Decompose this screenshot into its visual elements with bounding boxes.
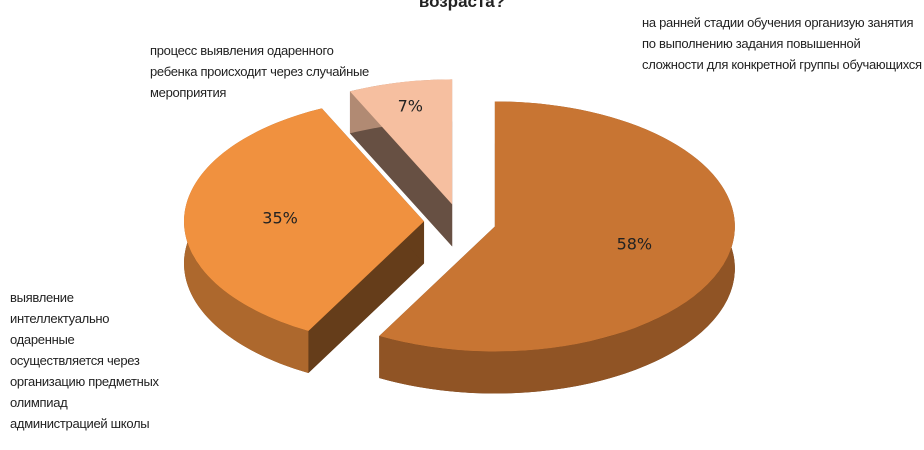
category-label: на ранней стадии обучения организую заня… (642, 15, 922, 72)
chart-title: возраста? (418, 0, 506, 11)
slice (379, 101, 735, 352)
value-label: 35% (262, 209, 298, 228)
category-label: процесс выявления одаренного ребенка про… (150, 43, 369, 100)
slice-edge (349, 91, 453, 247)
slice-edge (308, 221, 425, 373)
slice (184, 108, 425, 331)
category-label: выявление интеллектуально одаренные осущ… (10, 290, 159, 431)
slice-side (379, 101, 735, 394)
value-label: 58% (617, 235, 653, 254)
value-label: 7% (398, 96, 423, 115)
slice (349, 79, 453, 205)
